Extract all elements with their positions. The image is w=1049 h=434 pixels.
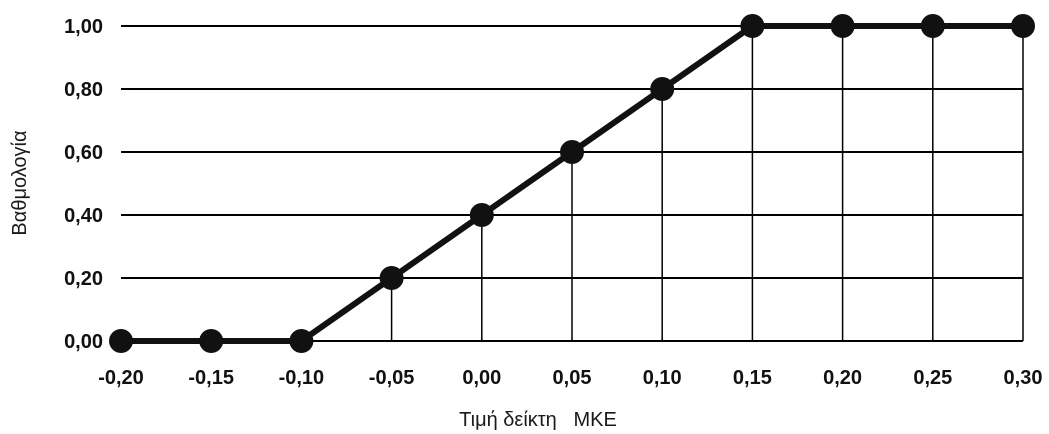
x-tick-label: 0,25 [913,367,952,389]
data-point [289,329,314,353]
y-tick-label: 0,20 [64,268,103,290]
data-point [560,140,584,164]
y-tick-label: 1,00 [64,16,103,38]
x-tick-label: -0,15 [188,367,234,389]
data-point [740,14,765,38]
data-point [650,77,675,101]
data-point [379,266,404,290]
x-tick-label: 0,05 [553,367,592,389]
data-markers [109,14,1035,353]
x-tick-label: 0,10 [643,367,682,389]
data-point [920,14,945,38]
data-point [1011,14,1035,38]
x-tick-label: -0,20 [98,367,144,389]
y-axis-title: Βαθμολογία [9,130,31,235]
data-point [199,329,224,353]
x-tick-label: -0,05 [369,367,415,389]
data-point [469,203,494,227]
drop-lines [390,26,1024,341]
x-tick-labels: -0,20 -0,15 -0,10 -0,05 0,00 0,05 0,10 0,15 0,20… [98,367,1042,389]
y-tick-label: 0,60 [64,142,103,164]
x-axis-title: Τιμή δείκτη ΜΚΕ [459,409,617,431]
x-tick-label: 0,00 [462,367,501,389]
y-tick-label: 0,40 [64,205,103,227]
x-tick-label: 0,20 [823,367,862,389]
x-tick-label: -0,10 [279,367,325,389]
x-tick-label: 0,30 [1004,367,1043,389]
data-point [109,329,133,353]
data-point [830,14,855,38]
y-tick-labels: 0,00 0,20 0,40 0,60 0,80 1,00 [64,16,103,353]
x-tick-label: 0,15 [733,367,772,389]
y-tick-label: 0,00 [64,331,103,353]
y-tick-label: 0,80 [64,79,103,101]
